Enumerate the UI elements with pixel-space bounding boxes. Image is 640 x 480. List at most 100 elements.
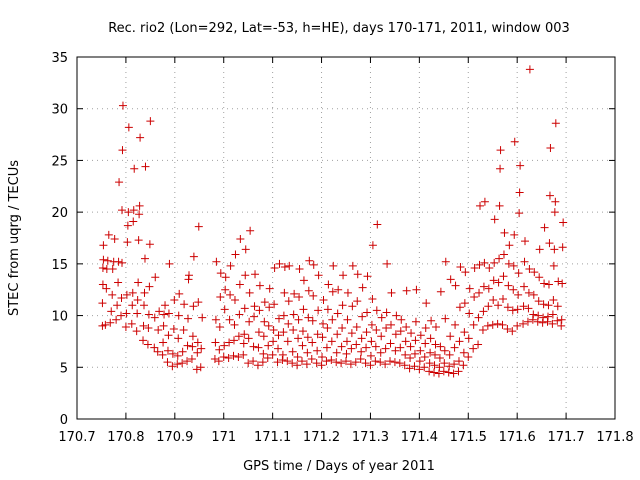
- data-point: [197, 344, 206, 353]
- data-point: [314, 306, 323, 315]
- data-point: [494, 301, 503, 310]
- data-point: [145, 240, 154, 249]
- data-point: [431, 340, 440, 349]
- data-point: [539, 313, 548, 322]
- data-point: [520, 257, 529, 266]
- data-point: [225, 315, 234, 324]
- data-point: [520, 282, 529, 291]
- data-point: [113, 301, 122, 310]
- data-point: [234, 332, 243, 341]
- data-point: [551, 119, 560, 128]
- data-point: [215, 345, 224, 354]
- data-point: [117, 293, 126, 302]
- data-point: [274, 331, 283, 340]
- data-point: [114, 278, 123, 287]
- data-point: [333, 330, 342, 339]
- data-point: [489, 296, 498, 305]
- data-point: [189, 252, 198, 261]
- data-point: [146, 117, 155, 126]
- data-point: [255, 281, 264, 290]
- data-point: [377, 313, 386, 322]
- data-point: [231, 250, 240, 259]
- data-point: [178, 359, 187, 368]
- y-tick-label: 35: [51, 51, 68, 66]
- data-point: [357, 334, 366, 343]
- data-point: [133, 296, 142, 305]
- data-point: [107, 307, 116, 316]
- data-point: [551, 197, 560, 206]
- data-point: [445, 362, 454, 371]
- data-point: [294, 334, 303, 343]
- data-point: [99, 241, 108, 250]
- data-point: [381, 360, 390, 369]
- data-point: [169, 325, 178, 334]
- data-point: [214, 357, 223, 366]
- data-point: [455, 337, 464, 346]
- data-point: [485, 263, 494, 272]
- data-point: [441, 257, 450, 266]
- data-point: [397, 315, 406, 324]
- data-point: [226, 261, 235, 270]
- data-point: [253, 361, 262, 370]
- data-point: [270, 263, 279, 272]
- data-point: [279, 311, 288, 320]
- data-point: [514, 269, 523, 278]
- data-point: [478, 326, 487, 335]
- data-point: [244, 334, 253, 343]
- plot-frame: [76, 56, 616, 420]
- data-point: [516, 161, 525, 170]
- data-point: [338, 301, 347, 310]
- data-point: [210, 355, 219, 364]
- data-point: [521, 237, 530, 246]
- data-point: [436, 287, 445, 296]
- data-point: [293, 352, 302, 361]
- data-point: [558, 279, 567, 288]
- data-point: [183, 357, 192, 366]
- data-point: [372, 306, 381, 315]
- chart-title: Rec. rio2 (Lon=292, Lat=-53, h=HE), days…: [108, 21, 570, 36]
- data-point: [332, 348, 341, 357]
- data-point: [251, 270, 260, 279]
- data-point: [546, 144, 555, 153]
- data-point: [230, 320, 239, 329]
- data-point: [351, 358, 360, 367]
- data-point: [159, 321, 168, 330]
- data-point: [229, 336, 238, 345]
- data-point: [298, 341, 307, 350]
- data-point: [515, 209, 524, 218]
- data-point: [525, 265, 534, 274]
- data-point: [265, 303, 274, 312]
- data-point: [451, 281, 460, 290]
- x-tick-label: 171.4: [401, 430, 438, 445]
- data-point: [415, 357, 424, 366]
- data-point: [230, 296, 239, 305]
- data-point: [118, 101, 127, 110]
- data-point: [446, 275, 455, 284]
- data-point: [239, 350, 248, 359]
- data-point: [490, 258, 499, 267]
- data-point: [130, 164, 139, 173]
- data-point: [288, 347, 297, 356]
- data-point: [150, 313, 159, 322]
- data-point: [140, 301, 149, 310]
- data-point: [455, 303, 464, 312]
- data-point: [145, 282, 154, 291]
- data-point: [298, 327, 307, 336]
- data-point: [539, 300, 548, 309]
- data-point: [440, 359, 449, 368]
- data-point: [129, 206, 138, 215]
- data-point: [465, 309, 474, 318]
- data-point: [456, 262, 465, 271]
- data-point: [554, 277, 563, 286]
- y-tick-label: 10: [51, 310, 68, 325]
- data-point: [270, 300, 279, 309]
- data-point: [183, 341, 192, 350]
- data-point: [136, 133, 145, 142]
- data-point: [366, 351, 375, 360]
- data-point: [382, 308, 391, 317]
- data-point: [170, 296, 179, 305]
- data-point: [333, 309, 342, 318]
- x-tick-label: 170.8: [107, 430, 144, 445]
- data-point: [499, 250, 508, 259]
- data-point: [235, 280, 244, 289]
